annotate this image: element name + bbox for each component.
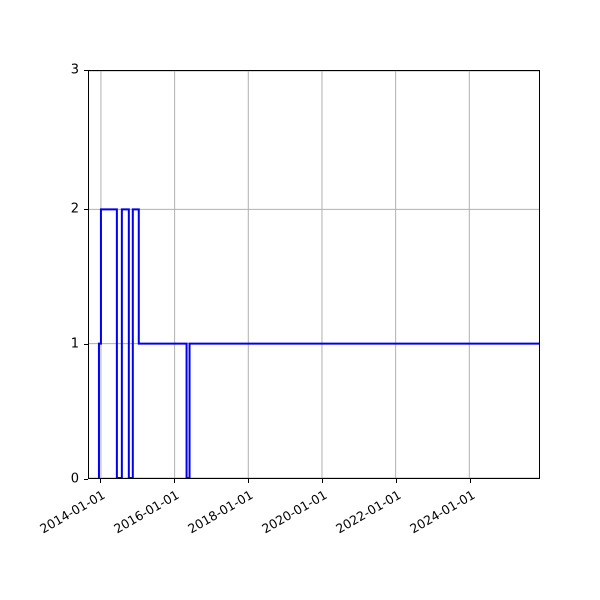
y-tick-mark bbox=[84, 479, 88, 480]
plot-area bbox=[88, 70, 540, 479]
x-tick-label: 2024-01-01 bbox=[407, 487, 478, 537]
series-line-path bbox=[97, 208, 539, 478]
y-tick-label: 2 bbox=[70, 201, 79, 217]
x-tick-mark bbox=[322, 479, 323, 483]
y-axis-tick-labels: 0 1 2 3 bbox=[0, 0, 79, 600]
y-tick-label: 3 bbox=[70, 62, 79, 78]
x-tick-label: 2022-01-01 bbox=[333, 487, 404, 537]
x-tick-label: 2018-01-01 bbox=[185, 487, 256, 537]
x-tick-mark bbox=[174, 479, 175, 483]
x-tick-mark bbox=[396, 479, 397, 483]
x-tick-mark bbox=[100, 479, 101, 483]
x-tick-mark bbox=[470, 479, 471, 483]
x-tick-label: 2020-01-01 bbox=[259, 487, 330, 537]
x-tick-mark bbox=[248, 479, 249, 483]
series-count-line bbox=[97, 208, 539, 478]
y-tick-label: 1 bbox=[70, 336, 79, 352]
y-tick-label: 0 bbox=[70, 471, 79, 487]
